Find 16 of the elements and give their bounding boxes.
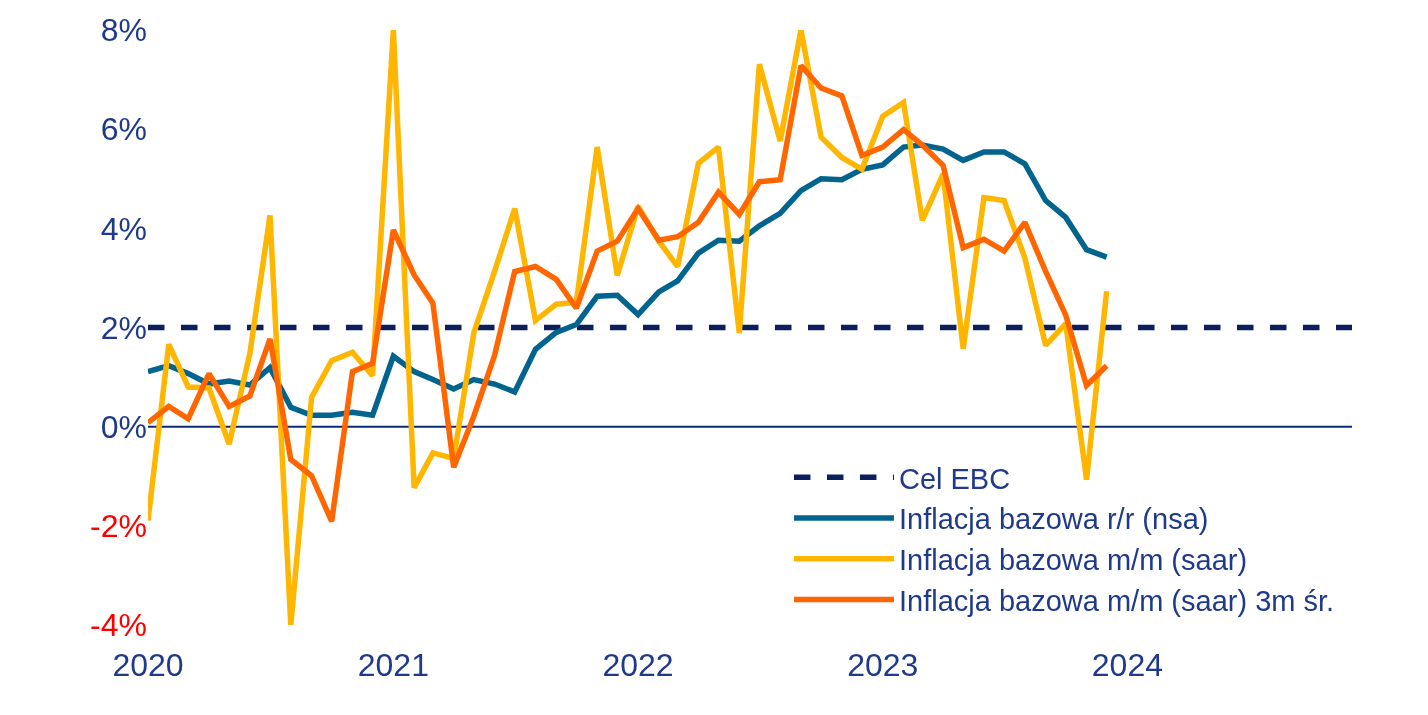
y-tick-label: -4% [90, 607, 147, 644]
y-tick-label: 8% [100, 12, 147, 49]
y-tick-label: 0% [100, 408, 147, 445]
y-tick-label: 2% [100, 309, 147, 346]
x-tick-label: 2020 [112, 647, 184, 683]
legend-label: Inflacja bazowa m/m (saar) 3m śr. [898, 584, 1335, 617]
y-tick-label: 6% [100, 111, 147, 148]
x-tick-label: 2023 [847, 647, 919, 683]
legend-label: Inflacja bazowa r/r (nsa) [898, 503, 1209, 536]
x-tick-label: 2022 [602, 647, 674, 683]
x-tick-label: 2021 [357, 647, 429, 683]
legend-label: Inflacja bazowa m/m (saar) [898, 544, 1248, 577]
y-tick-label: 4% [100, 210, 147, 247]
legend-label: Cel EBC [898, 462, 1011, 495]
y-tick-label: -2% [90, 508, 147, 545]
x-tick-label: 2024 [1091, 647, 1164, 683]
